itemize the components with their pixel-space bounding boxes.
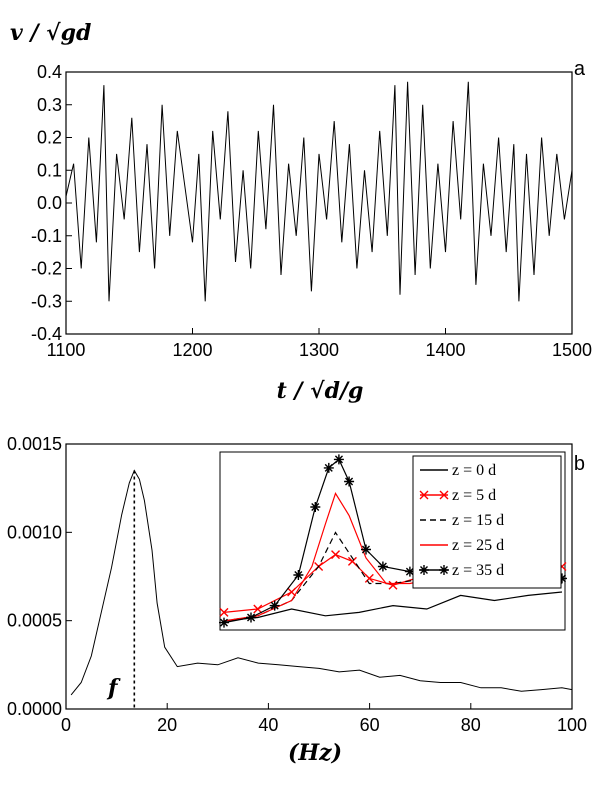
panel-b-ytick-label: 0.0010 [7, 522, 62, 542]
inset-marker [377, 561, 388, 572]
inset-marker [246, 612, 256, 623]
panel-a-ytick-label: -0.1 [31, 226, 62, 246]
panel-b-xtick-label: 20 [157, 715, 177, 735]
panel-a-ytick-label: 0.0 [37, 193, 62, 213]
panel-a-xtick-label: 1500 [552, 340, 592, 360]
inset-marker [219, 607, 229, 617]
inset-marker [347, 556, 357, 566]
panel-b-chart: b 0 20 40 60 80 100 0.0015 0.0010 0.0005 0.0000 f… [7, 434, 587, 766]
inset-marker [219, 617, 229, 628]
inset-marker [310, 502, 321, 512]
inset-marker [287, 587, 297, 597]
panel-a-ytick-label: 0.2 [37, 128, 62, 148]
panel-b-ytick-label: 0.0015 [7, 434, 62, 454]
inset-marker [323, 462, 334, 473]
legend-label: z = 5 d [452, 487, 496, 504]
inset-marker [331, 550, 341, 560]
panel-a-xtick-label: 1200 [172, 340, 212, 360]
panel-a-xtick-label: 1400 [425, 340, 465, 360]
panel-b-xtick-label: 100 [557, 715, 587, 735]
inset-marker [333, 454, 344, 465]
inset-legend-box [412, 455, 562, 589]
panel-b-series-line [70, 469, 573, 696]
panel-a-ytick-label: -0.4 [31, 324, 62, 344]
panel-a-ytick-label: 0.3 [37, 95, 62, 115]
panel-a-ytick-label: -0.2 [31, 259, 62, 279]
panel-b-xlabel: (Hz) [288, 740, 342, 766]
legend-label: z = 15 d [452, 512, 504, 529]
panel-a-lines [65, 81, 573, 302]
panel-a-ylabel: v / √gd [10, 20, 91, 46]
panel-a-xtick-label: 1300 [299, 340, 339, 360]
panel-b-lines [70, 469, 573, 696]
inset-marker [253, 604, 263, 614]
panel-b-xtick-label: 40 [258, 715, 278, 735]
panel-a-xtick-label: 1100 [47, 340, 86, 360]
inset-marker [404, 566, 415, 577]
panel-a-xlabel: t / √d/g [277, 378, 364, 404]
panel-a-ticks: 1100 1200 1300 1400 1500 0.4 0.3 0.2 0.1 0.0 -0.1 -… [31, 62, 592, 360]
panel-a-tag: a [574, 58, 586, 80]
panel-a-series-line [65, 81, 573, 302]
inset-marker [269, 600, 280, 611]
panel-b-tag: b [574, 453, 585, 475]
panel-b-xtick-label: 60 [360, 715, 380, 735]
inset-marker [293, 570, 304, 580]
inset-chart: z = 0 d z = 5 d z = 15 d z = 25 d z = 35 d [219, 451, 567, 631]
inset-marker [364, 573, 374, 583]
panel-b-ytick-label: 0.0005 [7, 611, 62, 631]
inset-marker [344, 476, 355, 487]
inset-marker [361, 544, 371, 555]
inset-series-line [223, 591, 563, 622]
panel-b-ytick-label: 0.0000 [7, 699, 62, 719]
legend-label: z = 35 d [452, 562, 504, 579]
panel-a-ytick-label: 0.4 [37, 62, 62, 82]
panel-b-xtick-label: 0 [61, 715, 71, 735]
inset-legend: z = 0 d z = 5 d z = 15 d z = 25 d z = 35 d [419, 462, 504, 579]
panel-a-frame [65, 71, 573, 335]
panel-b-xtick-label: 80 [461, 715, 481, 735]
legend-label: z = 0 d [452, 462, 496, 479]
peak-annotation: f [106, 675, 121, 701]
legend-label: z = 25 d [452, 537, 504, 554]
panel-a-ytick-label: -0.3 [31, 291, 62, 311]
panel-a-ytick-label: 0.1 [37, 160, 62, 180]
panel-b-ticks: 0 20 40 60 80 100 0.0015 0.0010 0.0005 0.0000 [7, 434, 587, 735]
legend-marker [419, 490, 449, 500]
panel-b-frame [65, 443, 573, 710]
inset-marker [557, 573, 567, 584]
legend-marker [419, 565, 449, 575]
panel-a-chart: v / √gd a 1100 1200 1300 1400 1500 0.4 0.3 0.2 0… [10, 20, 592, 404]
